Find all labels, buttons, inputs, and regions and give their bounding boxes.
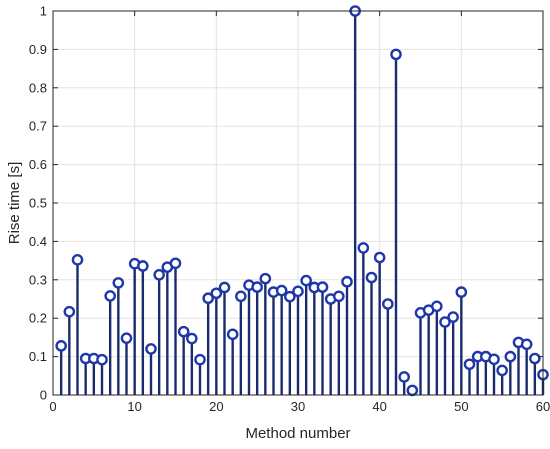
x-tick-label: 60 xyxy=(536,399,550,414)
marker-series xyxy=(55,5,549,397)
stem-marker xyxy=(218,281,231,294)
y-axis-title: Rise time [s] xyxy=(6,162,23,245)
y-tick-label: 0.5 xyxy=(29,196,47,211)
stem-marker xyxy=(463,358,476,371)
stem-marker xyxy=(529,352,541,365)
stem-marker xyxy=(259,272,272,285)
stem-marker xyxy=(316,281,329,293)
stem-marker xyxy=(153,269,165,281)
stem-marker xyxy=(275,284,288,297)
stem-marker xyxy=(112,277,125,289)
stem-marker xyxy=(96,353,108,366)
stem-marker xyxy=(63,305,76,318)
stem-marker xyxy=(373,251,386,264)
x-tick-label: 0 xyxy=(49,399,56,414)
stem-marker xyxy=(120,332,133,344)
y-tick-label: 0.9 xyxy=(29,42,47,57)
y-tick-label: 1 xyxy=(40,4,47,19)
stem-marker xyxy=(504,350,517,363)
stem-marker xyxy=(447,311,459,323)
y-tick-label: 0.2 xyxy=(29,311,47,326)
x-tick-label: 30 xyxy=(291,399,305,414)
stem-marker xyxy=(292,285,304,298)
stem-marker xyxy=(488,353,500,366)
y-tick-label: 0 xyxy=(40,388,47,403)
stem-marker xyxy=(365,271,378,284)
stem-marker xyxy=(284,290,296,303)
y-tick-label: 0.6 xyxy=(29,157,47,172)
stem-marker xyxy=(169,257,182,270)
stem-marker xyxy=(202,292,214,305)
stem-marker xyxy=(496,364,508,377)
stem-marker xyxy=(382,298,394,310)
stem-marker xyxy=(137,260,149,272)
stem-marker xyxy=(333,290,345,303)
stem-marker xyxy=(341,275,353,288)
stem-marker xyxy=(235,290,247,303)
stem-marker xyxy=(390,48,402,61)
stem-marker xyxy=(194,353,206,366)
stem-marker xyxy=(455,286,468,298)
stem-marker xyxy=(439,316,451,328)
stem-marker xyxy=(520,338,533,351)
stem-marker xyxy=(431,300,443,313)
stem-marker xyxy=(186,332,198,345)
stem-marker xyxy=(145,343,157,355)
y-tick-label: 0.4 xyxy=(29,234,47,249)
stem-marker xyxy=(210,287,223,300)
stem-marker xyxy=(251,281,263,293)
stem-marker xyxy=(104,290,116,302)
x-tick-label: 20 xyxy=(209,399,223,414)
stem-marker xyxy=(177,325,190,338)
y-tick-label: 0.8 xyxy=(29,80,47,95)
stem-marker xyxy=(300,274,312,287)
x-tick-label: 10 xyxy=(127,399,141,414)
stem-marker xyxy=(406,384,419,397)
x-tick-label: 50 xyxy=(454,399,468,414)
x-axis-ticks: 0 10 20 30 40 50 60 xyxy=(49,11,550,414)
stem-marker xyxy=(226,328,239,341)
y-axis-ticks: 0 0.1 0.2 0.3 0.4 0.5 0.6 0.7 0.8 0.9 1 xyxy=(29,4,543,403)
stem-marker xyxy=(398,371,410,383)
stem-series xyxy=(59,11,545,395)
stem-marker xyxy=(55,340,67,352)
stem-marker xyxy=(71,254,84,266)
x-tick-label: 40 xyxy=(372,399,386,414)
y-tick-label: 0.7 xyxy=(29,119,47,134)
y-tick-label: 0.1 xyxy=(29,349,47,364)
x-axis-title: Method number xyxy=(245,425,350,442)
y-tick-label: 0.3 xyxy=(29,272,47,287)
stem-marker xyxy=(357,242,370,254)
